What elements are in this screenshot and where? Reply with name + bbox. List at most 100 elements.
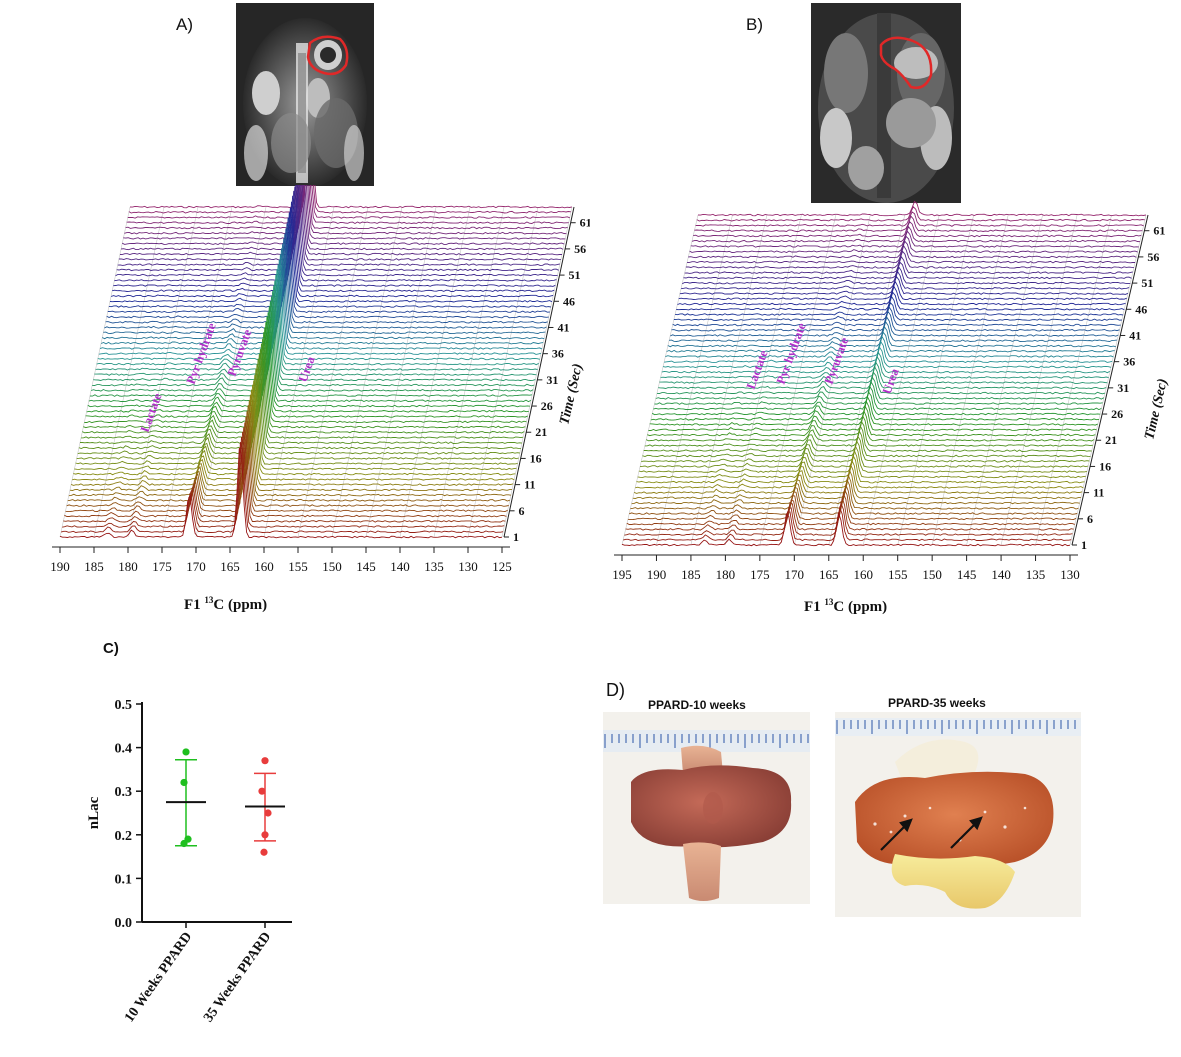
x-tick-label: 165: [819, 567, 839, 582]
depth-grid-line: [759, 214, 837, 546]
spectrum-trace: [80, 353, 523, 445]
x-tick-label: 145: [957, 567, 977, 582]
y-tick-label: 0.4: [115, 742, 133, 757]
spectrum-trace: [88, 312, 532, 403]
spectrum-trace: [112, 201, 555, 293]
x-tick-label: 160: [853, 567, 873, 582]
x-tick-label: 195: [612, 567, 632, 582]
y-tick-label: 0.0: [115, 916, 133, 931]
spectrum-trace: [95, 280, 538, 371]
spectrum-trace: [629, 483, 1078, 515]
spectrum-trace: [659, 361, 1108, 384]
data-point: [261, 757, 269, 765]
time-tick-label: 36: [552, 347, 564, 361]
data-point: [264, 809, 272, 817]
scatter-chart-c: 0.0 0.1 0.2 0.3 0.4 0.5 nLac 10 Weeks PPARD 35 W…: [86, 698, 292, 1025]
spectrum-trace: [691, 225, 1141, 243]
spectrum-trace: [671, 310, 1120, 332]
x-tick-label: 175: [152, 559, 172, 574]
mri-image-a: [236, 3, 374, 186]
depth-grid-line: [331, 206, 403, 538]
spectrum-trace: [118, 185, 561, 261]
time-tick-label: 11: [524, 478, 535, 492]
ruler-left: [604, 734, 809, 748]
panel-label-d: D): [606, 680, 625, 700]
time-tick-label: 46: [563, 294, 575, 308]
spectrum-trace: [683, 261, 1132, 280]
arrow-annotation-1: [880, 818, 913, 851]
x-tick-label: 140: [390, 559, 410, 574]
time-tick-label: 21: [1105, 433, 1117, 447]
time-tick-label: 31: [1117, 381, 1129, 395]
y-axis-title: Time (Sec): [557, 362, 586, 426]
tissue-photo-10-weeks-drawing: [603, 712, 810, 904]
time-tick-label: 6: [519, 504, 525, 518]
spectrum-trace: [632, 468, 1081, 500]
spectrum-trace: [641, 435, 1090, 463]
spectrum-trace: [636, 453, 1085, 484]
spectrum-trace: [83, 338, 526, 429]
x-tick-label: 125: [492, 559, 512, 574]
arrow-annotation-2: [950, 816, 983, 849]
spectrum-trace: [654, 380, 1103, 405]
spectrum-trace: [667, 325, 1116, 348]
x-axis-title-a-main: F1: [184, 597, 205, 613]
y-axis-title: nLac: [86, 796, 102, 829]
spectrum-trace: [59, 447, 503, 539]
panel-label-b: B): [746, 15, 763, 34]
spectrum-trace: [104, 238, 547, 329]
depth-grid-line: [127, 206, 199, 538]
spectrum-trace: [682, 266, 1131, 285]
spectrum-trace: [648, 404, 1097, 432]
time-tick-label: 1: [513, 530, 519, 544]
depth-grid-line: [1069, 214, 1147, 546]
depth-grid-line: [897, 214, 974, 546]
x-tick-label: 145: [356, 559, 376, 574]
spectrum-trace: [664, 340, 1113, 364]
spectrum-trace: [668, 320, 1118, 342]
spectrum-trace: [63, 431, 506, 523]
time-tick-label: 31: [546, 373, 558, 387]
ruler-right: [836, 720, 1076, 734]
time-tick-label: 61: [1153, 224, 1165, 238]
spectrum-trace: [626, 491, 1075, 526]
data-point: [258, 787, 266, 795]
x-tick-label: 160: [254, 559, 274, 574]
spectrum-trace: [665, 335, 1114, 358]
spectrum-trace: [688, 240, 1137, 259]
x-tick-label: 155: [888, 567, 908, 582]
spectrum-trace: [87, 316, 530, 408]
spectrum-trace: [76, 368, 519, 460]
x-axis-title-a: F1 13C (ppm): [184, 595, 267, 614]
x-tick-label: 190: [647, 567, 667, 582]
spectrum-trace: [73, 384, 516, 476]
spectrum-trace: [121, 185, 564, 251]
tissue-photo-35-weeks-drawing: [835, 712, 1081, 917]
spectrum-trace: [115, 186, 558, 277]
x-tick-label: 140: [991, 567, 1011, 582]
time-tick-label: 41: [1129, 328, 1141, 342]
peak-label: Pyruvate: [225, 327, 255, 378]
depth-grid-line: [433, 206, 505, 538]
depth-grid-line: [59, 206, 131, 538]
x-tick-label: 185: [681, 567, 701, 582]
spectrum-trace: [103, 243, 546, 334]
spectrum-trace: [81, 348, 524, 439]
x-tick-label: 130: [1060, 567, 1080, 582]
depth-grid-line: [1000, 214, 1078, 546]
spectrum-trace: [62, 436, 505, 528]
spectrum-trace: [110, 207, 554, 298]
peak-label: Pyr hydrate: [774, 321, 809, 386]
spectrum-trace: [107, 223, 550, 314]
x-tick-label: 10 Weeks PPARD: [122, 930, 195, 1025]
x-tick-label: 175: [750, 567, 770, 582]
depth-grid-line: [195, 206, 267, 538]
x-tick-label: 165: [220, 559, 240, 574]
depth-grid-line: [1035, 214, 1112, 546]
spectrum-trace: [633, 462, 1083, 494]
depth-grid-line: [365, 206, 437, 538]
spectrum-trace: [78, 358, 521, 450]
spectrum-trace: [67, 411, 510, 502]
x-tick-label: 135: [1026, 567, 1046, 582]
spectrum-trace: [77, 364, 520, 455]
